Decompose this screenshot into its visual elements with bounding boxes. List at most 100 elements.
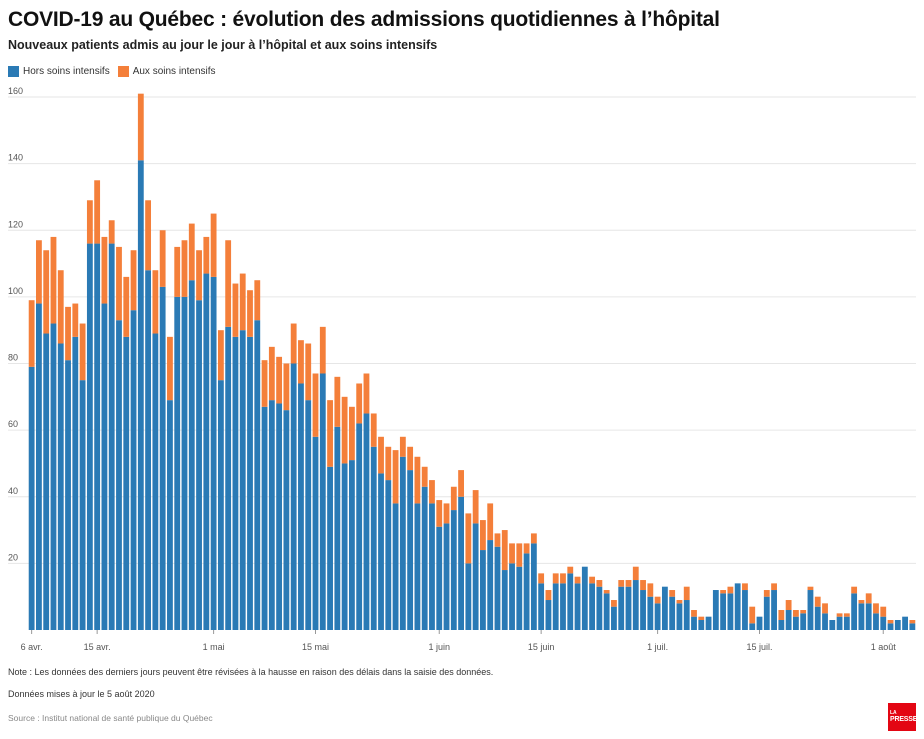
bar-hors-soins [130,310,137,630]
bar-hors-soins [691,616,697,630]
bar-hors-soins [865,603,872,630]
bar-soins-intensifs [174,246,181,297]
bar-hors-soins [101,303,108,630]
bar-soins-intensifs [450,486,457,511]
x-axis-ticks: 6 avr. 15 avr. 1 mai 15 mai 1 juin 15 juin 1 j… [21,630,897,652]
bar-hors-soins [50,323,57,630]
bar-soins-intensifs [873,603,879,614]
bar-hors-soins [174,296,181,630]
bar-hors-soins [57,343,64,630]
bar-hors-soins [378,473,384,630]
bar-hors-soins [298,383,304,630]
bar-soins-intensifs [203,236,210,274]
bar-soins-intensifs [647,583,654,597]
bar-soins-intensifs [480,520,486,551]
bar-soins-intensifs [567,566,574,574]
update-date: Données mises à jour le 5 août 2020 [8,689,155,699]
bar-hors-soins [596,586,603,630]
bar-soins-intensifs [822,603,828,614]
bar-hors-soins [829,620,836,630]
legend-item-hors: Hors soins intensifs [8,66,110,77]
bar-soins-intensifs [305,343,312,401]
bar-hors-soins [86,243,93,630]
bar-hors-soins [414,503,421,630]
bar-hors-soins [589,583,596,630]
bar-hors-soins [720,593,727,630]
bar-soins-intensifs [778,610,785,621]
bar-soins-intensifs [509,543,515,564]
bar-hors-soins [574,583,581,630]
bar-soins-intensifs [749,606,756,624]
bar-hors-soins [814,606,821,630]
bar-hors-soins [65,360,71,630]
bar-hors-soins [501,570,508,630]
bar-hors-soins [152,333,159,630]
bar-hors-soins [79,380,86,630]
bar-soins-intensifs [414,456,421,504]
bar-soins-intensifs [196,250,202,301]
bar-hors-soins [399,456,406,630]
legend-item-soins: Aux soins intensifs [117,66,216,77]
bar-soins-intensifs [312,373,319,437]
bar-hors-soins [640,590,646,630]
bar-hors-soins [239,330,246,630]
x-tick-label: 1 mai [203,642,225,652]
bar-hors-soins [341,463,348,630]
bar-soins-intensifs [57,270,64,344]
y-tick-label: 160 [8,86,23,96]
bar-soins-intensifs [167,336,173,401]
bar-soins-intensifs [334,376,341,427]
bar-soins-intensifs [399,436,406,457]
bar-soins-intensifs [348,406,355,461]
bar-hors-soins [873,613,879,630]
bar-soins-intensifs [188,223,195,281]
bar-soins-intensifs [276,356,283,404]
bar-soins-intensifs [50,236,57,324]
bar-soins-intensifs [654,596,661,604]
bar-soins-intensifs [152,270,159,334]
bar-hors-soins [669,596,676,630]
bar-hors-soins [283,410,290,630]
bar-soins-intensifs [86,200,93,244]
bar-hors-soins [683,600,690,630]
bar-hors-soins [392,503,399,630]
bar-soins-intensifs [232,283,239,337]
bar-soins-intensifs [247,290,253,337]
bar-hors-soins [28,366,35,630]
bar-hors-soins [894,620,901,630]
bar-hors-soins [785,610,792,630]
bar-hors-soins [181,296,188,630]
bar-hors-soins [909,623,916,630]
bar-hors-soins [137,160,144,630]
bar-hors-soins [167,400,173,630]
bar-hors-soins [538,583,545,630]
bar-hors-soins [225,326,232,630]
bar-soins-intensifs [327,400,333,467]
bar-hors-soins [247,336,253,630]
bar-soins-intensifs [887,620,894,624]
bar-soins-intensifs [239,273,246,331]
bar-soins-intensifs [865,593,872,604]
bar-soins-intensifs [65,306,71,361]
bar-soins-intensifs [137,93,144,161]
bar-hors-soins [261,406,268,630]
bar-hors-soins [618,586,625,630]
bar-hors-soins [756,616,763,630]
bar-soins-intensifs [298,340,304,384]
bar-soins-intensifs [763,590,770,597]
bar-hors-soins [72,336,79,630]
bar-soins-intensifs [217,330,224,381]
x-tick-label: 1 août [871,642,897,652]
bar-hors-soins [647,596,654,630]
bar-hors-soins [458,496,464,630]
bar-hors-soins [370,446,377,630]
legend-label-soins: Aux soins intensifs [132,66,216,77]
bar-hors-soins [734,583,741,630]
legend-swatch-hors [8,66,19,77]
bar-hors-soins [319,373,326,630]
bar-soins-intensifs [108,220,115,244]
bar-soins-intensifs [596,580,603,587]
bar-soins-intensifs [785,600,792,611]
bar-hors-soins [581,566,588,630]
bar-hors-soins [472,523,479,630]
